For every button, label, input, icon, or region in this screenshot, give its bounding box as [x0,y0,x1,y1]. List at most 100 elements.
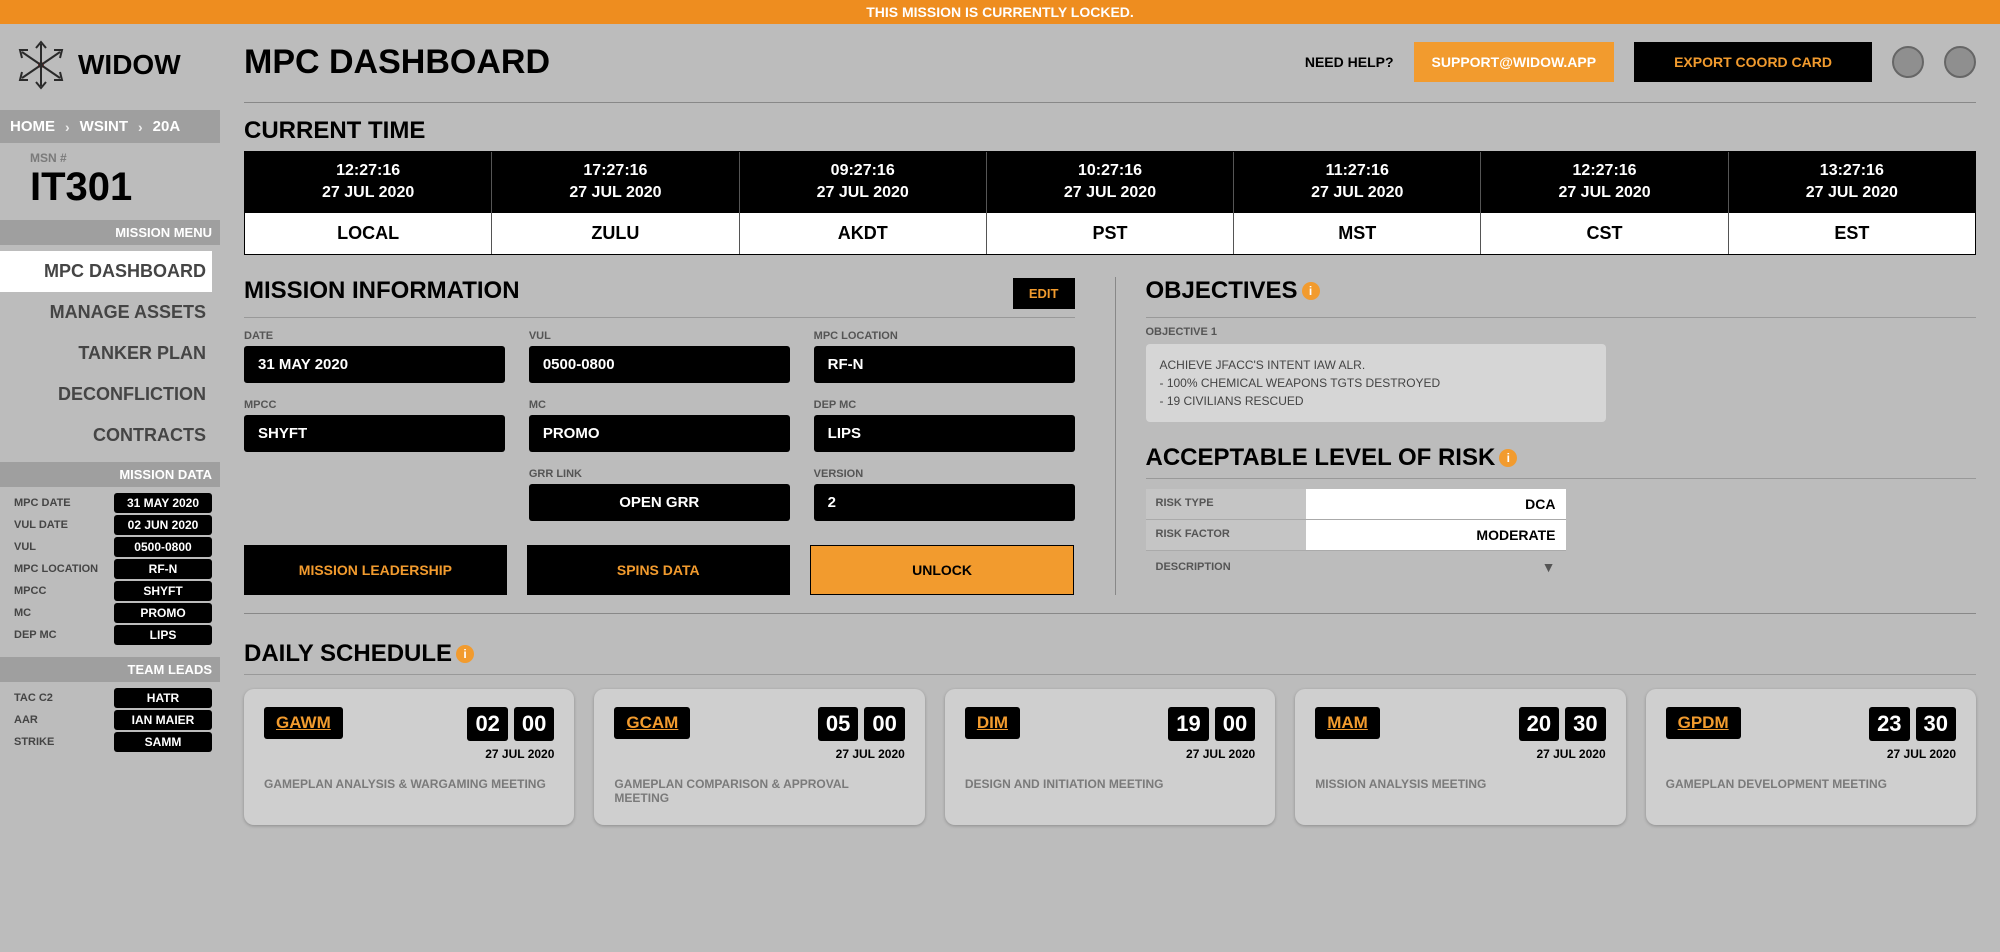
location-label: MPC LOCATION [814,330,1075,342]
card-min: 00 [1215,707,1255,741]
mpcc-label: MPCC [244,399,505,411]
sidebar-item-contracts[interactable]: CONTRACTS [0,415,212,456]
objective1-label: OBJECTIVE 1 [1146,326,1977,338]
timezone-label: LOCAL [245,213,491,254]
badge-icon-2 [1944,46,1976,78]
date-label: DATE [244,330,505,342]
info-icon[interactable]: i [1499,449,1517,467]
risk-table: RISK TYPEDCARISK FACTORMODERATE [1146,489,1566,551]
open-grr-button[interactable]: OPEN GRR [529,484,790,521]
unlock-button[interactable]: UNLOCK [810,545,1075,595]
timezone-time: 10:27:1627 JUL 2020 [987,152,1233,213]
mission-info-title: MISSION INFORMATION [244,277,1013,311]
sidebar: WIDOW HOME › WSINT › 20A MSN # IT301 MIS… [0,24,220,845]
team-lead-row: STRIKE SAMM [14,732,212,752]
schedule-card[interactable]: DIM190027 JUL 2020DESIGN AND INITIATION … [945,689,1275,825]
mission-data-row: VUL DATE 02 JUN 2020 [14,515,212,535]
card-hour: 02 [467,707,507,741]
info-icon[interactable]: i [456,645,474,663]
sidebar-item-deconfliction[interactable]: DECONFLICTION [0,374,212,415]
sidebar-item-mpc-dashboard[interactable]: MPC DASHBOARD [0,251,212,292]
card-code[interactable]: DIM [965,707,1020,739]
card-code[interactable]: MAM [1315,707,1380,739]
timezone-grid: 12:27:1627 JUL 2020LOCAL17:27:1627 JUL 2… [244,151,1976,255]
crumb-home[interactable]: HOME [10,118,55,135]
edit-button[interactable]: EDIT [1013,278,1075,309]
main-content: MPC DASHBOARD NEED HELP? SUPPORT@WIDOW.A… [220,24,2000,845]
export-coord-card-button[interactable]: EXPORT COORD CARD [1634,42,1872,82]
mission-data-key: MPC LOCATION [14,563,98,575]
card-min: 00 [514,707,554,741]
timezone-time: 09:27:1627 JUL 2020 [740,152,986,213]
depmc-label: DEP MC [814,399,1075,411]
team-lead-key: AAR [14,714,38,726]
card-desc: MISSION ANALYSIS MEETING [1315,777,1605,791]
card-desc: DESIGN AND INITIATION MEETING [965,777,1255,791]
team-lead-value: SAMM [114,732,212,752]
msn-number: IT301 [0,165,220,220]
mission-leadership-button[interactable]: MISSION LEADERSHIP [244,545,507,595]
mission-data-row: VUL0500-0800 [14,537,212,557]
card-date: 27 JUL 2020 [467,747,554,761]
card-hour: 20 [1519,707,1559,741]
chevron-right-icon: › [65,119,70,135]
mission-data-row: MPC LOCATION RF-N [14,559,212,579]
timezone-cell: 17:27:1627 JUL 2020ZULU [491,152,738,254]
card-code[interactable]: GPDM [1666,707,1741,739]
widow-logo-icon [14,38,68,92]
team-lead-key: TAC C2 [14,692,53,704]
card-code[interactable]: GAWM [264,707,343,739]
card-date: 27 JUL 2020 [1519,747,1606,761]
objectives-title: OBJECTIVESi [1146,277,1977,311]
schedule-card[interactable]: GPDM233027 JUL 2020GAMEPLAN DEVELOPMENT … [1646,689,1976,825]
mission-data-value: 31 MAY 2020 [114,493,212,513]
msn-number-label: MSN # [0,143,220,165]
timezone-cell: 11:27:1627 JUL 2020MST [1233,152,1480,254]
team-lead-value: IAN MAIER [114,710,212,730]
card-desc: GAMEPLAN COMPARISON & APPROVAL MEETING [614,777,904,805]
app-name: WIDOW [78,49,181,81]
alr-title: ACCEPTABLE LEVEL OF RISKi [1146,444,1977,472]
mission-data-row: DEP MCLIPS [14,625,212,645]
schedule-card[interactable]: GAWM020027 JUL 2020GAMEPLAN ANALYSIS & W… [244,689,574,825]
risk-value: MODERATE [1306,520,1566,550]
crumb-l1[interactable]: WSINT [80,118,128,135]
card-code[interactable]: GCAM [614,707,690,739]
timezone-time: 17:27:1627 JUL 2020 [492,152,738,213]
mission-data-value: PROMO [114,603,212,623]
mission-data-value: 02 JUN 2020 [114,515,212,535]
team-lead-row: TAC C2 HATR [14,688,212,708]
spins-data-button[interactable]: SPINS DATA [527,545,790,595]
card-hour: 19 [1168,707,1208,741]
timezone-cell: 13:27:1627 JUL 2020EST [1728,152,1975,254]
description-toggle[interactable]: DESCRIPTION ▼ [1146,551,1566,583]
mission-data-value: SHYFT [114,581,212,601]
chevron-down-icon: ▼ [1542,559,1556,575]
version-value: 2 [814,484,1075,521]
sidebar-item-manage-assets[interactable]: MANAGE ASSETS [0,292,212,333]
team-lead-key: STRIKE [14,736,54,748]
vul-label: VUL [529,330,790,342]
mission-data-row: MCPROMO [14,603,212,623]
team-leads-header: TEAM LEADS [0,657,220,682]
timezone-time: 11:27:1627 JUL 2020 [1234,152,1480,213]
mission-menu-header: MISSION MENU [0,220,220,245]
info-icon[interactable]: i [1302,282,1320,300]
mpcc-value: SHYFT [244,415,505,452]
grr-label: GRR LINK [529,468,790,480]
mission-data-value: RF-N [114,559,212,579]
daily-schedule-title: DAILY SCHEDULEi [244,640,1976,668]
team-lead-value: HATR [114,688,212,708]
crumb-l2[interactable]: 20A [153,118,181,135]
schedule-card[interactable]: GCAM050027 JUL 2020GAMEPLAN COMPARISON &… [594,689,924,825]
page-title: MPC DASHBOARD [244,43,1285,82]
timezone-label: PST [987,213,1233,254]
support-button[interactable]: SUPPORT@WIDOW.APP [1414,42,1615,82]
vul-value: 0500-0800 [529,346,790,383]
risk-row: RISK FACTORMODERATE [1146,520,1566,551]
mission-data-key: VUL DATE [14,519,68,531]
schedule-card[interactable]: MAM203027 JUL 2020MISSION ANALYSIS MEETI… [1295,689,1625,825]
sidebar-item-tanker-plan[interactable]: TANKER PLAN [0,333,212,374]
card-hour: 05 [818,707,858,741]
mission-data-key: MPC DATE [14,497,71,509]
